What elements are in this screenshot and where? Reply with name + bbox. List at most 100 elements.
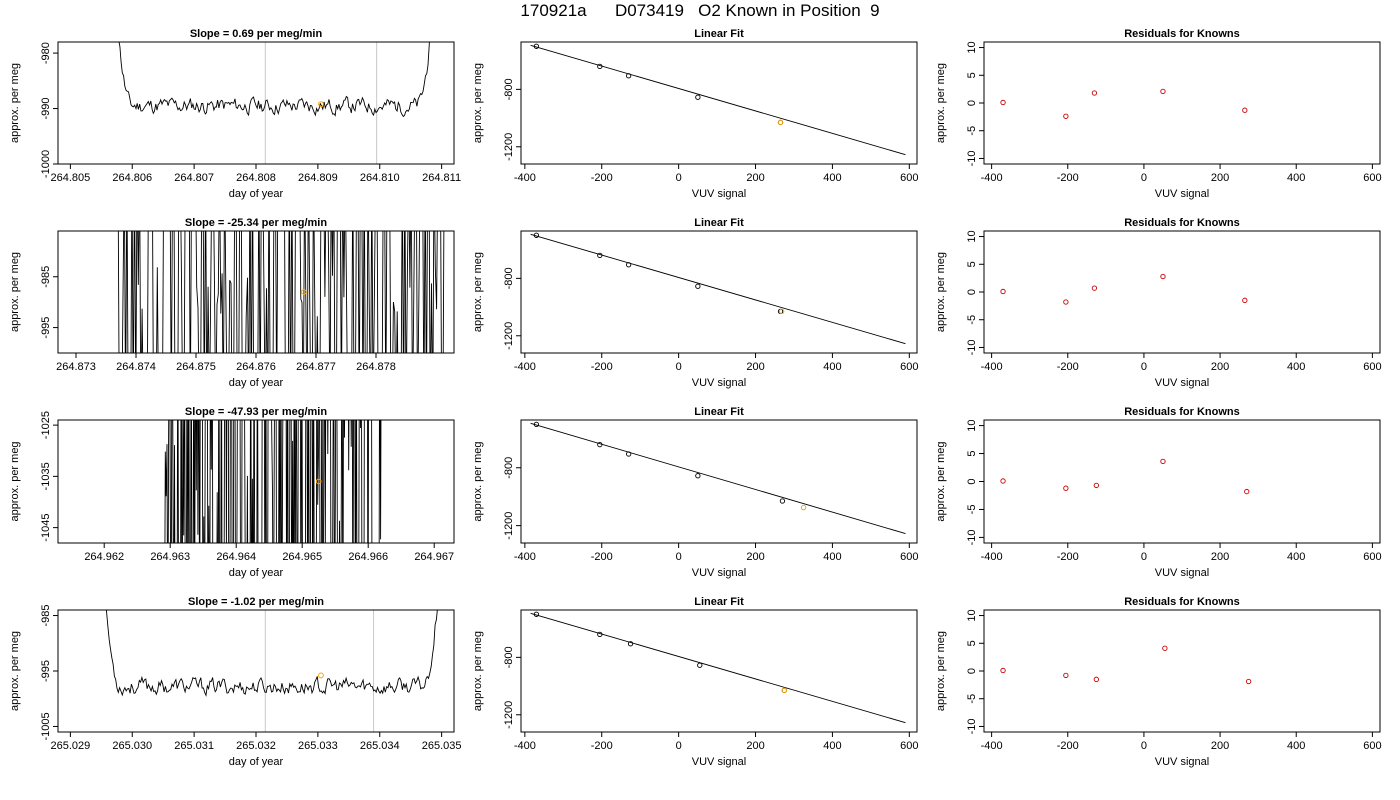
data-point	[1242, 297, 1248, 303]
data-point	[697, 662, 703, 668]
fit-line	[530, 44, 906, 156]
plot-frame	[520, 419, 918, 544]
x-tick-label: 0	[676, 740, 682, 752]
x-tick-label: 200	[746, 361, 764, 373]
plot-area	[530, 421, 906, 535]
y-tick-label: -800	[503, 78, 515, 100]
x-tick-label: 600	[900, 172, 918, 184]
x-tick-label: 264.876	[236, 361, 276, 373]
data-point	[1000, 288, 1006, 295]
x-tick-label: -200	[1057, 551, 1079, 563]
x-tick-label: 200	[746, 172, 764, 184]
y-tick-label: -5	[966, 315, 978, 325]
x-tick-label: 400	[823, 551, 841, 563]
y-tick-label: -1045	[40, 514, 52, 542]
plot-frame	[520, 41, 918, 165]
x-tick-label: 0	[1141, 361, 1147, 373]
y-axis-label: approx. per meg	[472, 63, 484, 143]
x-tick-label: 264.807	[174, 172, 214, 184]
data-point	[1063, 485, 1069, 491]
x-axis-label: VUV signal	[1155, 188, 1209, 200]
y-tick-label: 0	[966, 478, 978, 484]
y-tick-label: 0	[966, 100, 978, 106]
panel-3-2: Residuals for Knowns -400 -200 0 200 400 600 -1…	[935, 596, 1382, 768]
data-point	[533, 232, 540, 238]
x-tick-label: -400	[981, 740, 1003, 752]
x-tick-label: -400	[981, 172, 1003, 184]
y-tick-label: 5	[966, 72, 978, 78]
plot-frame	[520, 230, 918, 354]
data-trace	[105, 610, 438, 697]
x-tick-label: 600	[1363, 172, 1381, 184]
plot-frame	[57, 609, 455, 733]
plot-area	[1000, 88, 1248, 119]
x-tick-label: 265.033	[298, 740, 338, 752]
x-tick-label: 0	[676, 172, 682, 184]
data-point	[533, 611, 540, 617]
y-tick-label: -1200	[503, 512, 515, 540]
x-tick-label: 265.032	[236, 740, 276, 752]
x-tick-label: 264.963	[150, 551, 190, 563]
x-tick-label: 264.806	[112, 172, 152, 184]
plot-area	[105, 610, 438, 732]
y-tick-label: -985	[40, 266, 52, 288]
data-point	[626, 262, 632, 268]
x-tick-label: 400	[1287, 172, 1305, 184]
x-tick-label: 264.809	[298, 172, 338, 184]
y-tick-label: 0	[966, 289, 978, 295]
x-axis-label: VUV signal	[692, 756, 746, 768]
x-tick-label: 400	[1287, 551, 1305, 563]
x-tick-label: -200	[1057, 172, 1079, 184]
x-axis-label: VUV signal	[692, 567, 746, 579]
panel-1-2: Residuals for Knowns -400 -200 0 200 400 600 -1…	[935, 217, 1382, 389]
x-tick-label: 200	[1211, 551, 1229, 563]
x-axis-label: VUV signal	[692, 188, 746, 200]
x-tick-label: 0	[676, 361, 682, 373]
data-point	[695, 473, 701, 479]
x-tick-label: -200	[591, 361, 613, 373]
y-tick-label: -10	[966, 340, 978, 356]
x-tick-label: 264.875	[176, 361, 216, 373]
x-tick-label: -200	[591, 172, 613, 184]
x-tick-label: 400	[1287, 740, 1305, 752]
x-tick-label: -400	[514, 740, 536, 752]
x-tick-label: 0	[1141, 551, 1147, 563]
y-tick-label: -1000	[40, 150, 52, 178]
y-axis-label: approx. per meg	[472, 252, 484, 332]
x-tick-label: -200	[1057, 740, 1079, 752]
x-tick-label: 264.965	[282, 551, 322, 563]
x-tick-label: 600	[1363, 361, 1381, 373]
x-tick-label: 265.029	[50, 740, 90, 752]
x-tick-label: 264.964	[216, 551, 256, 563]
panel-title: Linear Fit	[694, 217, 744, 229]
y-axis-label: approx. per meg	[935, 252, 947, 332]
plot-frame	[57, 230, 455, 354]
data-point	[1244, 488, 1250, 495]
y-axis-label: approx. per meg	[9, 63, 21, 143]
data-trace	[117, 231, 445, 353]
x-tick-label: 200	[1211, 361, 1229, 373]
x-axis-label: day of year	[229, 567, 284, 579]
x-tick-label: -400	[514, 361, 536, 373]
data-point	[1063, 672, 1069, 679]
x-tick-label: 264.878	[356, 361, 396, 373]
x-axis-label: day of year	[229, 377, 284, 389]
panel-title: Slope = -47.93 per meg/min	[185, 406, 327, 418]
highlight-point	[318, 101, 324, 108]
x-tick-label: -200	[1057, 361, 1079, 373]
data-point	[1000, 667, 1006, 674]
x-axis-label: VUV signal	[1155, 377, 1209, 389]
plot-area	[530, 232, 906, 345]
x-tick-label: 264.810	[360, 172, 400, 184]
panel-title: Linear Fit	[694, 406, 744, 418]
y-tick-label: 10	[966, 609, 978, 621]
plot-frame	[983, 230, 1381, 354]
panel-title: Residuals for Knowns	[1124, 596, 1240, 608]
x-axis-label: day of year	[229, 756, 284, 768]
plot-frame	[983, 419, 1381, 544]
y-axis-label: approx. per meg	[935, 631, 947, 711]
y-tick-label: 5	[966, 450, 978, 456]
x-tick-label: 600	[1363, 740, 1381, 752]
fit-line	[530, 422, 906, 535]
x-tick-label: 264.805	[50, 172, 90, 184]
